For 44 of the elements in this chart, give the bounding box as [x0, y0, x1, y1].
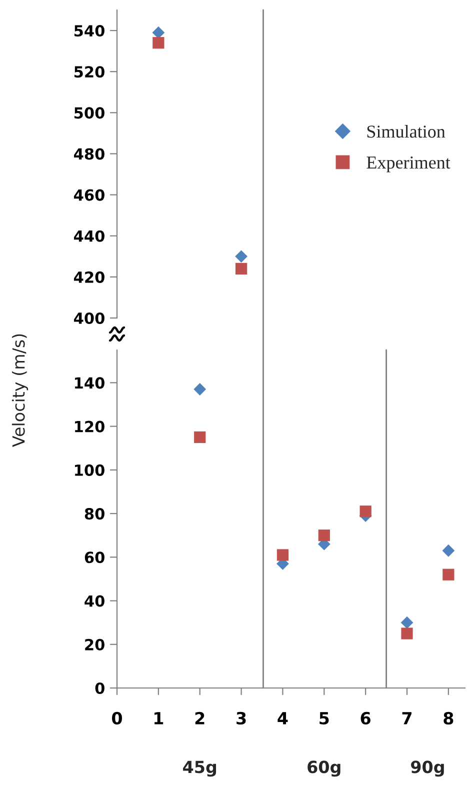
x-tick-label: 3: [236, 712, 246, 725]
point: [442, 568, 454, 580]
legend-label: Simulation: [367, 125, 446, 138]
y-tick-label: 400: [74, 312, 104, 324]
point: [235, 250, 248, 263]
y-tick-label: 20: [85, 638, 104, 650]
y-tick-label: 460: [74, 189, 104, 201]
text: 45g: [183, 760, 216, 777]
point: [152, 37, 164, 49]
point: [194, 431, 206, 444]
x-tick-label: 1: [154, 712, 164, 724]
point: [194, 383, 206, 396]
text: 60g: [308, 760, 340, 777]
point: [276, 549, 289, 561]
point: [401, 628, 413, 640]
y-tick-label: 540: [74, 25, 104, 37]
point: [360, 506, 372, 518]
y-tick-label: 440: [74, 230, 104, 242]
x-tick-label: 0: [112, 712, 122, 725]
y-tick-label: 140: [75, 377, 104, 389]
point: [152, 26, 165, 39]
x-tick-label: 5: [320, 712, 329, 725]
x-tick-label: 6: [360, 712, 370, 725]
y-tick-label: 500: [74, 107, 104, 119]
y-tick-label: 100: [75, 464, 104, 476]
point: [400, 616, 414, 629]
y-tick-label: 0: [95, 682, 104, 694]
y-tick-label: 60: [84, 552, 104, 564]
y-tick-label: 520: [74, 66, 104, 78]
y-tick-label: 80: [84, 508, 104, 520]
point: [318, 530, 330, 542]
text: 90g: [411, 760, 444, 777]
y-tick-label: 420: [74, 271, 104, 283]
y-axis-title: Velocity (m/s): [12, 334, 28, 447]
y-tick-label: 480: [74, 148, 104, 160]
y-tick-label: 120: [75, 420, 104, 432]
y-tick-label: 40: [84, 595, 104, 607]
legend-label: Experiment: [366, 156, 450, 172]
x-tick-label: 8: [444, 712, 454, 725]
x-tick-label: 4: [278, 712, 288, 724]
x-tick-label: 2: [195, 712, 204, 724]
x-tick-label: 7: [402, 712, 412, 724]
point: [235, 262, 248, 275]
point: [442, 544, 455, 557]
